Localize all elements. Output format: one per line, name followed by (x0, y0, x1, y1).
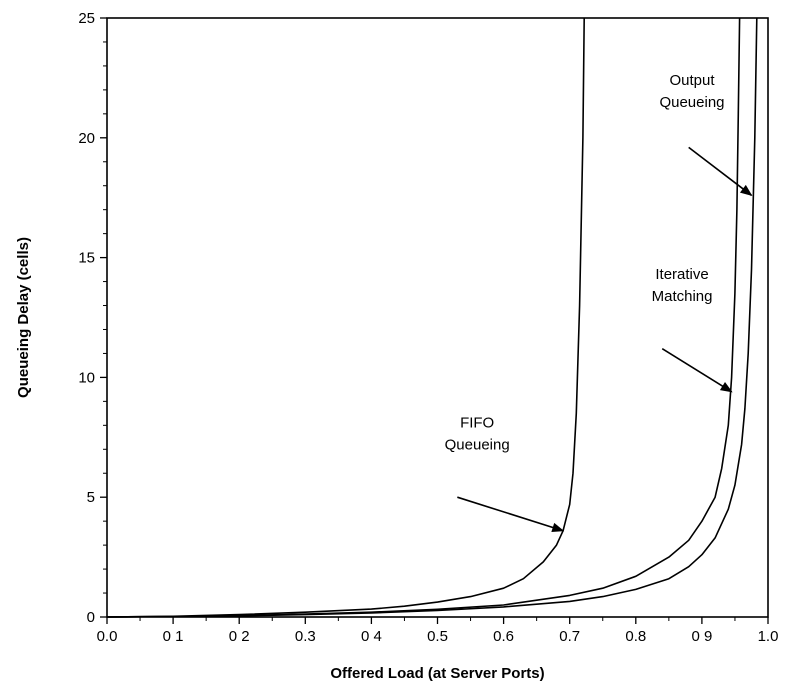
series-group (106, 17, 758, 618)
annotation-group: FIFO Queueing Iterative Matching Output Queue… (445, 72, 753, 533)
series-line-fifo (106, 17, 585, 618)
x-tick-label: 1.0 (758, 628, 779, 645)
annotation-line: FIFO (460, 415, 494, 432)
annotation-fifo: FIFO Queueing (445, 415, 510, 454)
x-tick-label: 0 9 (691, 628, 712, 645)
x-tick-label: 0 1 (163, 628, 184, 645)
x-tick-label: 0.8 (625, 628, 646, 645)
annotation-line: Iterative (655, 266, 708, 283)
x-tick-label: 0.0 (97, 628, 118, 645)
y-tick-label: 15 (78, 250, 95, 267)
annotation-output: Output Queueing (659, 72, 724, 111)
annotation-line: Output (669, 72, 715, 89)
annotation-iterative: Iterative Matching (652, 266, 713, 305)
annotation-arrow-iterative (661, 347, 733, 393)
x-axis-title: Offered Load (at Server Ports) (330, 665, 544, 682)
y-tick-label: 10 (78, 369, 95, 386)
x-tick-label: 0 2 (229, 628, 250, 645)
annotation-line: Matching (652, 288, 713, 305)
y-tick-label: 5 (87, 489, 95, 506)
x-tick-label: 0.5 (427, 628, 448, 645)
annotation-arrow-fifo (457, 496, 565, 533)
x-tick-label: 0 4 (361, 628, 382, 645)
annotation-line: Queueing (659, 94, 724, 111)
y-tick-label: 20 (78, 130, 95, 147)
x-tick-label: 0.7 (559, 628, 580, 645)
x-tick-label: 0.6 (493, 628, 514, 645)
annotation-line: Queueing (445, 437, 510, 454)
y-tick-label: 25 (78, 10, 95, 27)
y-axis-title: Queueing Delay (cells) (15, 237, 32, 398)
tick-group: 0.0 0 1 0 2 0.3 0 4 0.5 0.6 0.7 0.8 0 9 1.0 0 5 10 15 2… (78, 10, 778, 645)
x-tick-label: 0.3 (295, 628, 316, 645)
annotation-arrow-output (688, 146, 753, 197)
series-line-iterative (106, 17, 741, 618)
y-tick-label: 0 (87, 609, 95, 626)
series-line-output (106, 17, 758, 618)
